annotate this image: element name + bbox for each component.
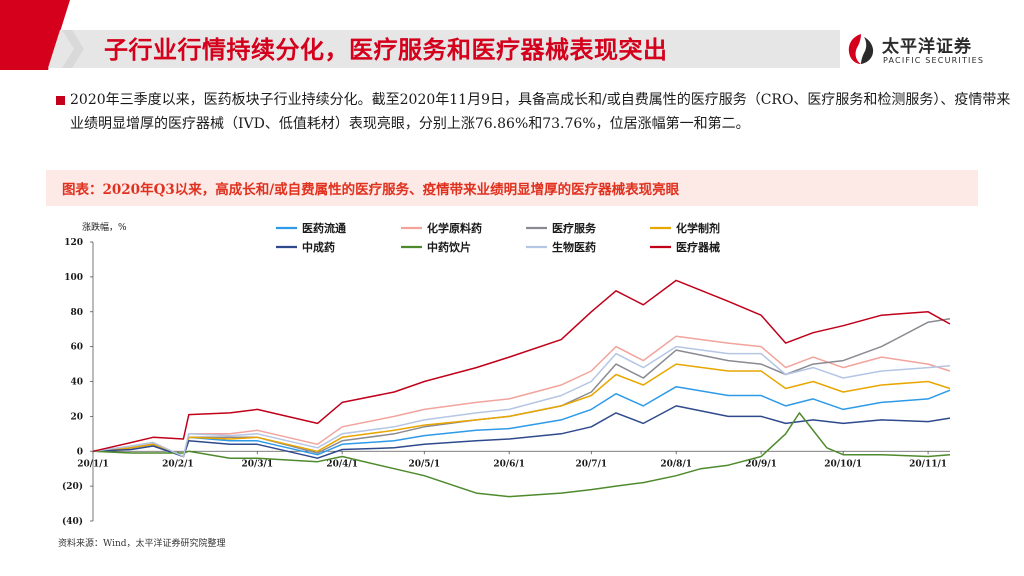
y-tick-label: (40)	[62, 516, 83, 527]
header-band	[0, 0, 840, 70]
header-gray-strip	[48, 30, 840, 68]
x-tick-label: 20/10/1	[824, 459, 862, 469]
series-line-7	[92, 345, 951, 458]
logo-mark-icon	[848, 34, 874, 64]
chart-title: 图表：2020年Q3以来，高成长和/或自费属性的医疗服务、疫情带来业绩明显增厚的…	[62, 182, 680, 198]
chart-axes: (40) (20) 0 20 40 60 80 100 120 20/1/1 20/2/1 20/3/…	[62, 238, 950, 527]
legend-label: 中成药	[302, 240, 335, 254]
legend-label: 生物医药	[552, 240, 596, 254]
y-tick-label: 20	[70, 412, 83, 422]
x-tick-label: 20/11/1	[909, 459, 947, 469]
y-tick-label: (20)	[62, 481, 83, 492]
series-line-8	[92, 279, 951, 453]
x-tick-label: 20/4/1	[326, 459, 358, 469]
page-title: 子行业行情持续分化，医疗服务和医疗器械表现突出	[104, 35, 668, 64]
legend-label: 化学制剂	[676, 221, 720, 235]
y-tick-label: 120	[64, 238, 83, 248]
chart-title-band	[46, 170, 978, 206]
logo-cn-text: 太平洋证券	[882, 37, 972, 57]
x-tick-label: 20/8/1	[660, 459, 692, 469]
x-tick-label: 20/6/1	[493, 459, 525, 469]
x-tick-label: 20/2/1	[162, 459, 194, 469]
bullet-square-icon	[56, 96, 65, 105]
y-tick-label: 60	[70, 343, 83, 353]
legend-label: 医药流通	[302, 221, 346, 235]
legend-label: 医疗器械	[676, 240, 720, 254]
x-tick-label: 20/5/1	[408, 459, 440, 469]
y-axis-label: 涨跌幅，%	[82, 221, 127, 233]
x-tick-label: 20/1/1	[77, 459, 109, 469]
legend-label: 医疗服务	[552, 221, 597, 235]
series-line-4	[92, 363, 951, 458]
series-line-5	[92, 405, 951, 459]
chart-panel	[46, 168, 978, 548]
header-chevron	[62, 30, 84, 68]
x-tick-label: 20/9/1	[745, 459, 777, 469]
x-tick-label: 20/7/1	[576, 459, 608, 469]
y-tick-label: 40	[70, 378, 83, 388]
series-line-6	[92, 412, 951, 498]
source-note: 资料来源：Wind，太平洋证券研究院整理	[58, 539, 226, 549]
header-red-block	[0, 0, 70, 70]
logo-en-text: PACIFIC SECURITIES	[883, 56, 985, 65]
bullet-paragraph: 2020年三季度以来，医药板块子行业持续分化。截至2020年11月9日，具备高成…	[70, 92, 1011, 132]
y-tick-label: 0	[77, 447, 83, 457]
x-tick-label: 20/3/1	[241, 459, 273, 469]
y-tick-label: 100	[64, 273, 83, 283]
legend-label: 中药饮片	[427, 240, 471, 254]
chart-series	[92, 279, 951, 498]
y-tick-label: 80	[70, 308, 83, 318]
legend-label: 化学原料药	[427, 221, 482, 235]
company-logo: 太平洋证券 PACIFIC SECURITIES	[846, 30, 996, 70]
